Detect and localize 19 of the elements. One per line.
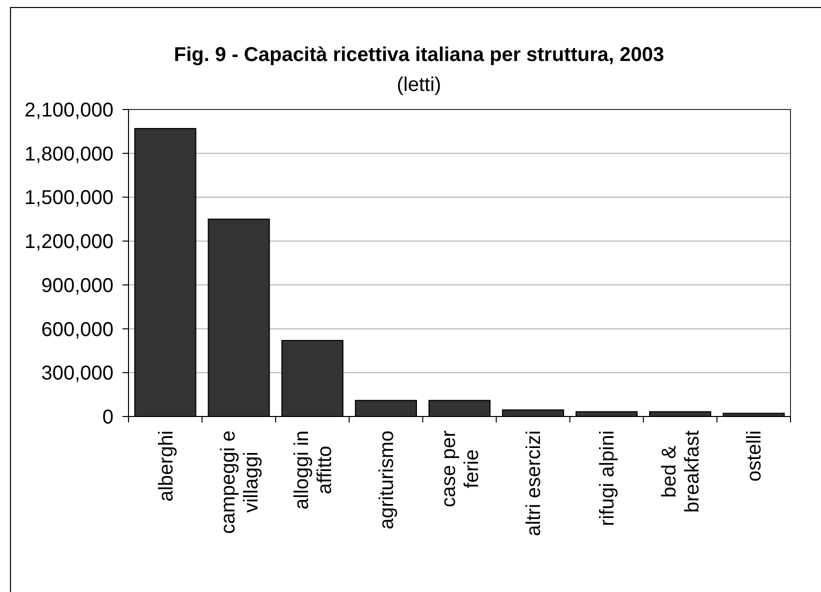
x-tick-label: case per ferie xyxy=(438,430,483,508)
x-tick-label: campeggi e villaggi xyxy=(217,430,262,534)
x-tick-label: alloggi in affitto xyxy=(290,430,336,510)
chart-subtitle: (letti) xyxy=(396,74,442,96)
y-tick-label: 1,800,000 xyxy=(24,143,114,166)
x-tick-label: bed & breakfast xyxy=(658,430,704,513)
y-tick-label: 300,000 xyxy=(41,362,114,385)
y-tick-label: 1,500,000 xyxy=(24,187,114,210)
y-tick-label: 600,000 xyxy=(41,318,114,341)
x-tick-label: agriturismo xyxy=(376,430,398,530)
x-tick-label: rifugi alpini xyxy=(596,430,619,526)
y-tick-label: 0 xyxy=(102,406,114,428)
x-tick-label: ostelli xyxy=(744,430,766,482)
x-tick-label: alberghi xyxy=(155,430,178,502)
y-tick-label: 1,200,000 xyxy=(24,231,114,254)
chart-title: Fig. 9 - Capacità ricettiva italiana per struttura, 2003 xyxy=(174,44,664,66)
y-tick-label: 2,100,000 xyxy=(24,100,114,122)
x-tick-label: altri esercizi xyxy=(523,430,546,536)
y-tick-label: 900,000 xyxy=(41,274,114,297)
